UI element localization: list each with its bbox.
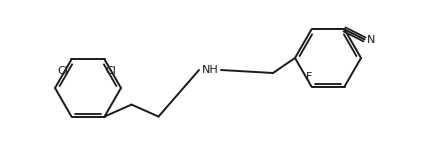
Text: Cl: Cl [58,66,69,76]
Text: F: F [306,72,313,82]
Text: Cl: Cl [105,66,116,76]
Text: N: N [367,35,375,45]
Text: NH: NH [201,65,218,75]
